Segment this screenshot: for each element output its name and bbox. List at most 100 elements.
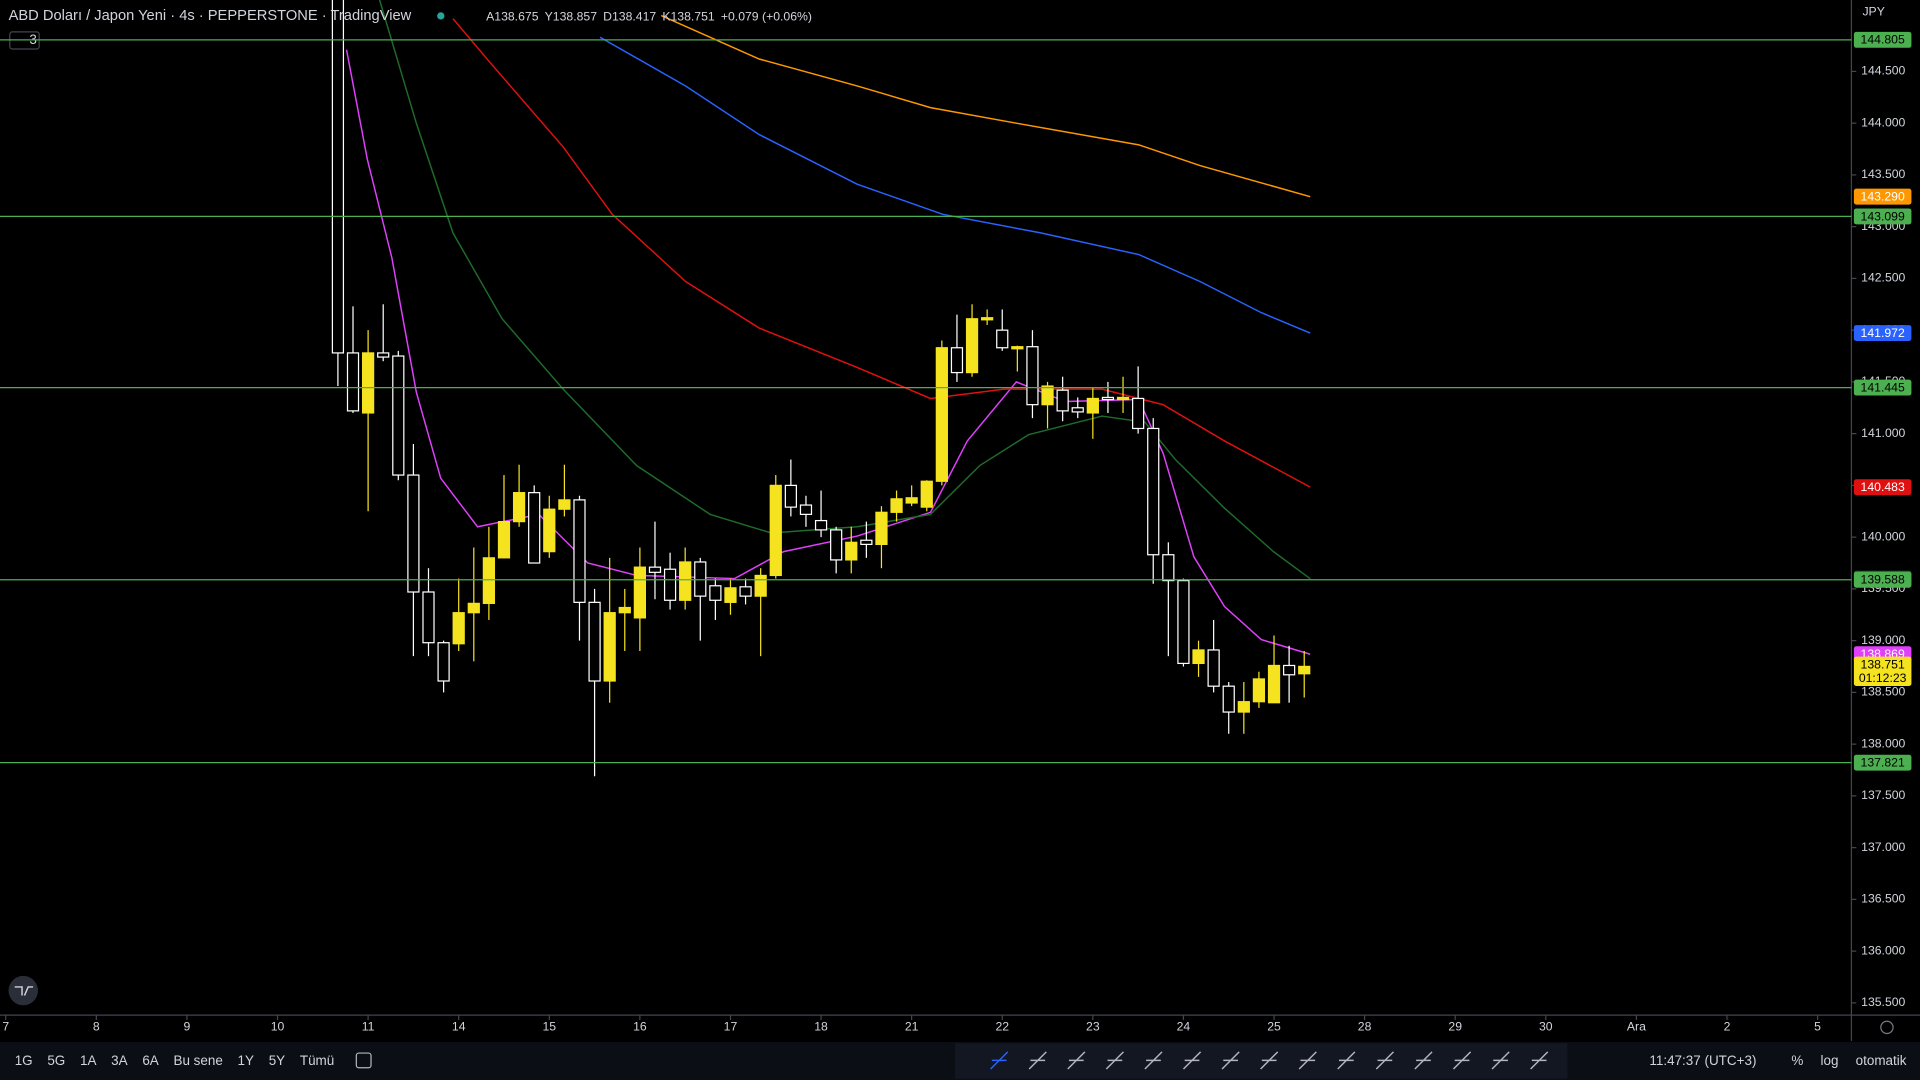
candle-body bbox=[920, 480, 933, 508]
tool-icon[interactable] bbox=[1337, 1051, 1356, 1070]
candle-body bbox=[935, 347, 948, 482]
tool-icon[interactable] bbox=[1530, 1051, 1549, 1070]
candle-body bbox=[1267, 664, 1281, 704]
y-tick-label: 136.500 bbox=[1861, 892, 1905, 906]
range-button[interactable]: 3A bbox=[111, 1053, 127, 1068]
x-tick-label: 16 bbox=[633, 1020, 647, 1034]
x-tick-label: 22 bbox=[995, 1020, 1009, 1034]
price-tag bbox=[1853, 188, 1912, 205]
range-button[interactable]: 6A bbox=[142, 1053, 158, 1068]
tool-icon[interactable] bbox=[1298, 1051, 1317, 1070]
candle-body bbox=[1101, 396, 1115, 401]
candle-body bbox=[361, 352, 375, 414]
range-button[interactable]: 5G bbox=[47, 1053, 65, 1068]
tool-icon[interactable] bbox=[1491, 1051, 1510, 1070]
candle-body bbox=[482, 557, 496, 604]
tool-icon[interactable] bbox=[1414, 1051, 1433, 1070]
scale-button[interactable]: otomatik bbox=[1856, 1053, 1907, 1068]
candle-body bbox=[648, 566, 662, 573]
y-tick-label: 138.500 bbox=[1861, 685, 1905, 699]
y-tick-label: 136.000 bbox=[1861, 943, 1905, 957]
range-button[interactable]: Bu sene bbox=[173, 1053, 222, 1068]
price-tag bbox=[1853, 31, 1912, 48]
price-tag-label: 143.099 bbox=[1861, 209, 1905, 223]
tool-icon[interactable] bbox=[1028, 1051, 1047, 1070]
candle-body bbox=[1222, 685, 1235, 713]
x-tick-label: 18 bbox=[814, 1020, 828, 1034]
currency[interactable]: JPY bbox=[1862, 4, 1884, 18]
candle-body bbox=[724, 587, 737, 603]
clock: 11:47:37 (UTC+3) bbox=[1649, 1053, 1756, 1068]
candle-body bbox=[588, 601, 601, 682]
x-tick-label: 28 bbox=[1358, 1020, 1372, 1034]
tool-icon[interactable] bbox=[1182, 1051, 1202, 1070]
y-tick-label: 142.500 bbox=[1861, 271, 1905, 285]
settings-icon[interactable] bbox=[1880, 1020, 1894, 1035]
date-range-icon[interactable] bbox=[355, 1052, 372, 1069]
price-tag bbox=[1853, 571, 1912, 588]
price-tag-label: 144.805 bbox=[1861, 33, 1905, 47]
candle-body bbox=[1147, 427, 1160, 556]
x-tick-label: 5 bbox=[1814, 1020, 1821, 1034]
candle-body bbox=[739, 586, 752, 597]
x-tick-label: 21 bbox=[905, 1020, 919, 1034]
candle-body bbox=[1298, 665, 1311, 675]
candle-body bbox=[528, 492, 541, 564]
chart-logo bbox=[8, 975, 38, 1006]
tool-icon[interactable] bbox=[990, 1051, 1009, 1070]
tool-icon[interactable] bbox=[1144, 1051, 1163, 1070]
tool-icon[interactable] bbox=[1452, 1051, 1472, 1070]
candle-body bbox=[573, 499, 586, 603]
x-tick-label: 29 bbox=[1448, 1020, 1462, 1034]
x-tick-label: Ara bbox=[1627, 1020, 1646, 1034]
moving-average bbox=[378, 0, 1311, 580]
price-tag bbox=[1853, 754, 1912, 771]
x-tick-label: 14 bbox=[452, 1020, 466, 1034]
candle-body bbox=[754, 574, 767, 597]
range-button[interactable]: Tümü bbox=[300, 1053, 334, 1068]
y-tick-label: 137.000 bbox=[1861, 840, 1905, 854]
price-tag bbox=[1853, 208, 1912, 225]
x-tick-label: 11 bbox=[362, 1020, 375, 1034]
y-tick-label: 144.000 bbox=[1861, 115, 1905, 129]
candle-body bbox=[422, 591, 435, 644]
range-button[interactable]: 1G bbox=[15, 1053, 33, 1068]
tool-icon[interactable] bbox=[1375, 1051, 1394, 1070]
candle-body bbox=[467, 602, 480, 614]
x-tick-label: 30 bbox=[1539, 1020, 1553, 1034]
price-tag-label: 141.445 bbox=[1861, 380, 1905, 394]
ohlc-value: D138.417 bbox=[603, 9, 656, 23]
tool-icon[interactable] bbox=[1067, 1051, 1086, 1070]
x-tick-label: 2 bbox=[1724, 1020, 1731, 1034]
countdown: 01:12:23 bbox=[1859, 671, 1907, 685]
candle-body bbox=[875, 511, 888, 545]
candle-body bbox=[452, 612, 465, 645]
y-tick-label: 137.500 bbox=[1861, 788, 1905, 802]
candle-body bbox=[603, 612, 616, 682]
candle-body bbox=[1132, 397, 1145, 430]
candle-body bbox=[890, 498, 903, 513]
candle-body bbox=[497, 521, 511, 559]
candle-body bbox=[814, 519, 828, 531]
candle-body bbox=[663, 568, 677, 601]
range-button[interactable]: 5Y bbox=[269, 1053, 285, 1068]
tool-icon[interactable] bbox=[1221, 1051, 1240, 1070]
candle-body bbox=[845, 541, 858, 561]
candle-body bbox=[905, 497, 918, 504]
price-tag-label: 140.483 bbox=[1861, 480, 1905, 494]
tool-icon[interactable] bbox=[1105, 1051, 1124, 1070]
candle-body bbox=[1071, 407, 1084, 413]
candle-body bbox=[1011, 346, 1024, 350]
moving-average bbox=[345, 49, 1311, 655]
range-button[interactable]: 1A bbox=[80, 1053, 96, 1068]
moving-average bbox=[599, 36, 1311, 334]
tool-icon[interactable] bbox=[1260, 1051, 1279, 1070]
scale-button[interactable]: log bbox=[1821, 1053, 1839, 1068]
range-button[interactable]: 1Y bbox=[238, 1053, 254, 1068]
y-tick-label: 139.000 bbox=[1861, 633, 1905, 647]
scale-button[interactable]: % bbox=[1791, 1053, 1803, 1068]
candle-body bbox=[1177, 579, 1190, 665]
candle-body bbox=[407, 474, 420, 593]
y-tick-label: 144.500 bbox=[1861, 64, 1905, 78]
